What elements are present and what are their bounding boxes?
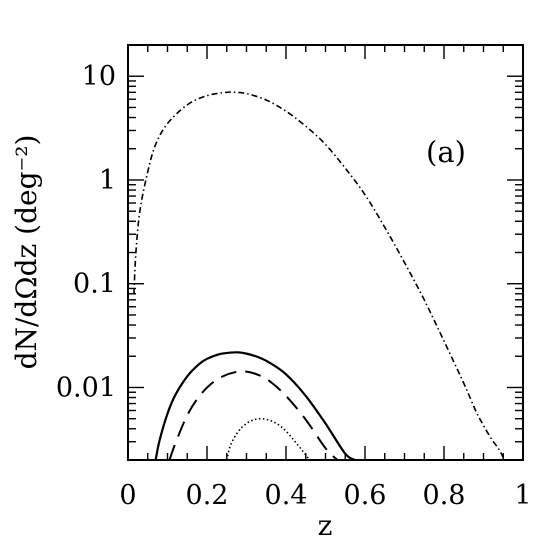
- x-tick-label: 0.8: [423, 480, 466, 511]
- series-line-dotted: [225, 417, 311, 460]
- x-tick-label: 0.6: [344, 480, 387, 511]
- y-axis-label: dN/dΩdz (deg⁻²): [10, 135, 43, 370]
- x-tick-label: 1: [514, 480, 531, 511]
- x-tick-label: 0.2: [186, 480, 229, 511]
- x-tick-label: 0: [119, 480, 136, 511]
- y-tick-label: 10: [82, 61, 116, 92]
- y-tick-label: 1: [99, 165, 116, 196]
- panel-label: (a): [426, 135, 466, 169]
- x-axis-label: z: [318, 509, 333, 542]
- axis-ticks: [127, 44, 524, 461]
- tick-labels: 0 0.2 0.4 0.6 0.8 1 0.01 0.1 1 10: [56, 61, 532, 511]
- x-tick-label: 0.4: [265, 480, 308, 511]
- series-line-solid: [154, 351, 356, 460]
- plot-frame: [127, 44, 524, 461]
- series-layer: [133, 91, 506, 460]
- y-tick-label: 0.01: [56, 372, 116, 403]
- series-line-dashed: [168, 370, 339, 460]
- y-tick-label: 0.1: [73, 269, 116, 300]
- series-line-dash-dot: [133, 91, 506, 460]
